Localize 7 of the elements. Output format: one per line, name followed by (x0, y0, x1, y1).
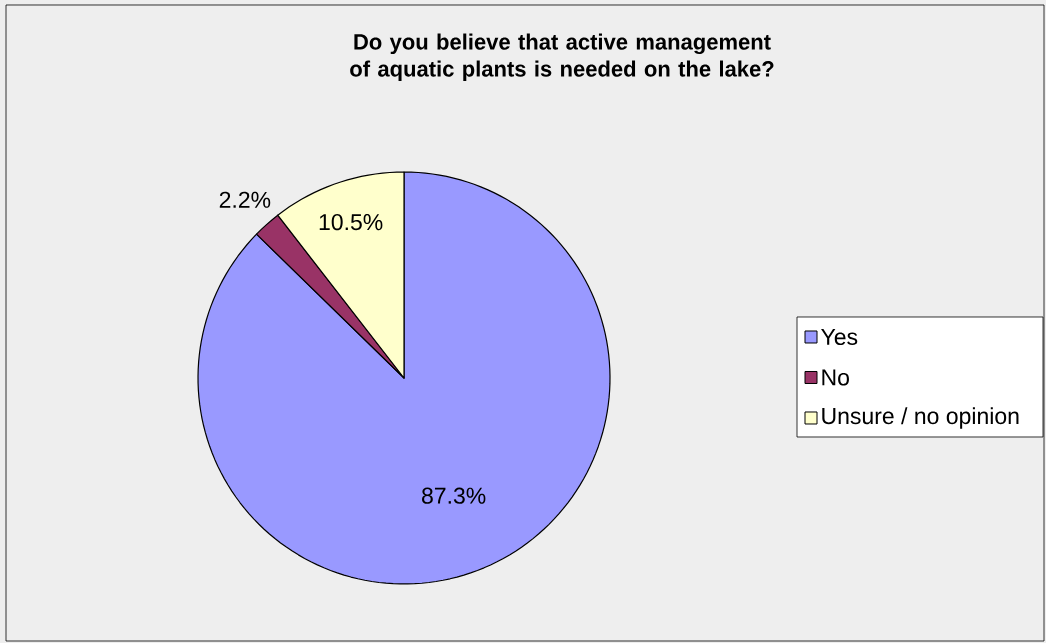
data-label: 87.3% (422, 487, 486, 504)
legend-label: No (822, 369, 849, 386)
legend-label: Unsure / no opinion (822, 407, 1019, 429)
data-label: 2.2% (219, 191, 271, 208)
legend-label: Yes (821, 328, 858, 346)
chart-title: Do you believe that active management of aquatic plants is needed on the lake? (350, 33, 774, 82)
data-label: 10.5% (319, 213, 383, 231)
